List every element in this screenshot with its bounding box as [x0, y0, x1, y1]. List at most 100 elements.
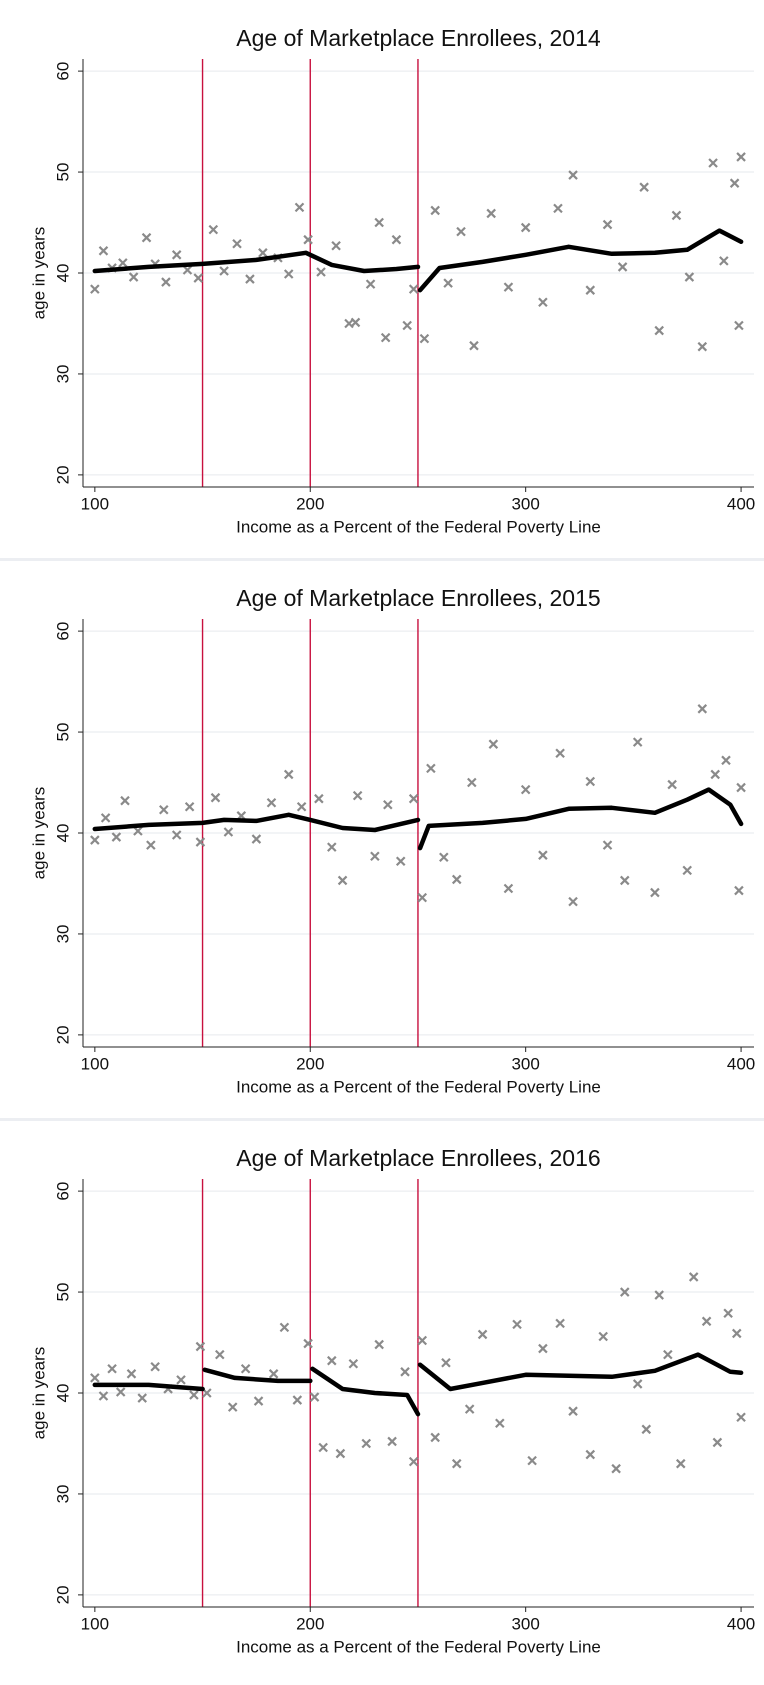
chart-panel: Age of Marketplace Enrollees, 2016 20 30 40…: [0, 1118, 764, 1656]
scatter-point: [90, 284, 100, 294]
scatter-point: [408, 1456, 419, 1467]
scatter-point: [736, 1412, 746, 1423]
scatter-point: [712, 1437, 723, 1448]
scatter-point: [365, 279, 376, 289]
scatter-point: [215, 1349, 225, 1360]
scatter-point: [538, 850, 548, 860]
scatter-point: [488, 739, 499, 749]
scatter-point: [538, 1343, 548, 1354]
scatter-point: [667, 779, 677, 790]
scatter-point: [729, 178, 740, 188]
scatter-point: [469, 340, 479, 351]
scatter-point: [296, 801, 307, 812]
scatter-point: [426, 763, 436, 774]
scatter-point: [292, 1395, 303, 1405]
scatter-point: [408, 793, 419, 804]
scatter-point: [335, 1448, 346, 1459]
scatter-point: [253, 1396, 264, 1406]
fit-line: [92, 228, 744, 293]
scatter-point: [451, 1458, 462, 1469]
y-tick-label: 20: [53, 1585, 72, 1604]
scatter-point: [671, 210, 682, 221]
scatter-point: [348, 1358, 359, 1369]
scatter-point: [654, 325, 664, 336]
scatter-point: [617, 262, 628, 272]
scatter-point: [171, 250, 182, 260]
scatter-point: [697, 341, 708, 352]
scatter-point: [734, 885, 744, 896]
scatter-point: [598, 1331, 608, 1342]
scatter-point: [736, 152, 746, 162]
scatter-point: [553, 203, 563, 214]
scatter-point: [632, 737, 643, 747]
y-tick-label: 30: [53, 924, 72, 943]
scatter-point: [150, 1361, 160, 1372]
scatter-point: [619, 1287, 630, 1297]
chart-title: Age of Marketplace Enrollees, 2015: [236, 585, 600, 611]
x-tick-label: 100: [81, 494, 109, 513]
scatter-point: [240, 1363, 251, 1374]
fit-line: [92, 787, 744, 851]
scatter-point: [721, 755, 731, 766]
scatter-point: [318, 1442, 328, 1453]
scatter-point: [159, 805, 169, 815]
y-tick-label: 20: [53, 465, 72, 484]
x-tick-label: 100: [81, 1054, 109, 1073]
scatter-point: [251, 834, 262, 844]
scatter-point: [619, 875, 630, 886]
y-tick-label: 60: [53, 62, 72, 81]
scatter-point: [527, 1455, 537, 1466]
scatter-point: [126, 1369, 137, 1379]
scatter-point: [456, 226, 466, 237]
x-tick-label: 400: [727, 494, 755, 513]
scatter-point: [400, 1367, 410, 1377]
scatter-point: [684, 272, 695, 282]
scatter-point: [120, 795, 130, 806]
scatter-point: [650, 887, 660, 898]
y-tick-label: 50: [53, 163, 72, 182]
scatter-point: [208, 224, 219, 235]
scatter-point: [538, 297, 548, 308]
scatter-point: [232, 238, 242, 249]
scatter-point: [98, 246, 109, 256]
scatter-point: [361, 1438, 372, 1449]
scatter-point: [503, 883, 514, 894]
x-tick-label: 200: [296, 1054, 324, 1073]
scatter-point: [133, 826, 143, 836]
scatter-point: [663, 1349, 673, 1360]
scatter-point: [417, 1335, 428, 1346]
scatter-point: [439, 852, 449, 863]
x-tick-label: 300: [511, 1614, 539, 1633]
scatter-point: [708, 158, 718, 168]
x-axis-label: Income as a Percent of the Federal Pover…: [236, 1637, 601, 1656]
scatter-point: [100, 813, 111, 823]
scatter-point: [419, 333, 430, 344]
x-tick-label: 300: [511, 1054, 539, 1073]
scatter-point: [184, 801, 195, 812]
x-tick-label: 400: [727, 1614, 755, 1633]
scatter-point: [408, 284, 419, 294]
chart-title: Age of Marketplace Enrollees, 2014: [236, 25, 601, 51]
scatter-point: [118, 258, 128, 268]
scatter-point: [279, 1322, 290, 1333]
scatter-point: [585, 285, 596, 295]
y-tick-label: 30: [53, 1484, 72, 1503]
scatter-point: [337, 875, 348, 886]
y-axis-label: age in years: [29, 1347, 48, 1440]
scatter-point: [352, 790, 363, 801]
y-tick-label: 60: [53, 622, 72, 641]
scatter-point: [210, 792, 221, 803]
scatter-point: [512, 1319, 522, 1330]
scatter-point: [283, 269, 294, 279]
y-tick-label: 60: [53, 1182, 72, 1201]
chart-title: Age of Marketplace Enrollees, 2016: [236, 1145, 600, 1171]
scatter-point: [734, 320, 744, 331]
scatter-point: [430, 1432, 440, 1443]
scatter-point: [731, 1328, 742, 1339]
scatter-point: [383, 799, 393, 810]
scatter-point: [639, 182, 649, 192]
scatter-point: [128, 272, 139, 282]
scatter-point: [316, 267, 326, 277]
scatter-point: [585, 1449, 596, 1460]
y-axis-label: age in years: [29, 787, 48, 880]
